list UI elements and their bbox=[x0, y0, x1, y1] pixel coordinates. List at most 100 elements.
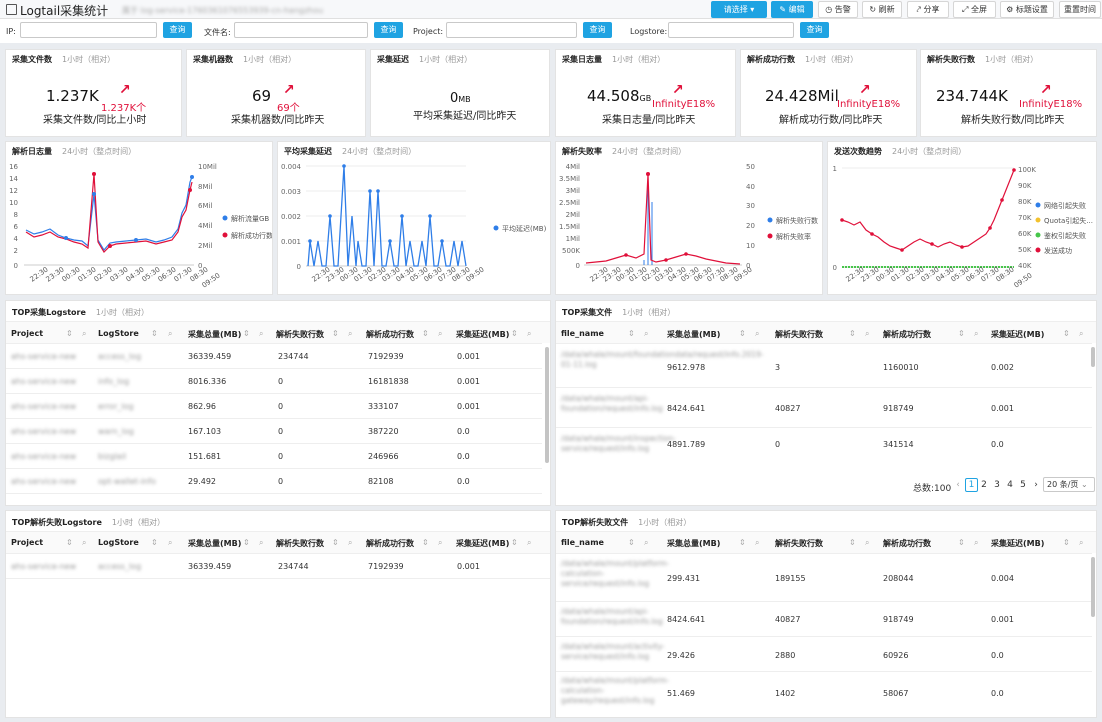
scrollbar[interactable] bbox=[545, 347, 549, 463]
table-cell: error_log bbox=[98, 402, 134, 411]
prev-page-icon[interactable]: ‹ bbox=[956, 480, 960, 490]
page-button-4[interactable]: 4 bbox=[1007, 480, 1013, 490]
filter-icon[interactable]: ⌕ bbox=[865, 538, 870, 547]
table-cell: 0 bbox=[278, 477, 284, 486]
sort-icon[interactable]: ⇕ bbox=[243, 538, 250, 547]
column-header[interactable]: file_name bbox=[561, 538, 604, 547]
filter-icon[interactable]: ⌕ bbox=[755, 538, 760, 547]
kpi-unit: MB bbox=[458, 95, 471, 104]
filter-icon[interactable]: ⌕ bbox=[168, 329, 173, 338]
filter-icon[interactable]: ⌕ bbox=[259, 538, 264, 547]
filter-icon[interactable]: ⌕ bbox=[438, 538, 443, 547]
column-header[interactable]: 解析成功行数 bbox=[883, 539, 931, 548]
filter-icon[interactable]: ⌕ bbox=[1079, 538, 1084, 547]
filter-icon[interactable]: ⌕ bbox=[755, 329, 760, 338]
project-query-button[interactable]: 查询 bbox=[583, 22, 612, 38]
alert-button[interactable]: ◷ 告警 bbox=[818, 1, 858, 18]
fullscreen-button[interactable]: ⤢ 全屏 bbox=[953, 1, 996, 18]
filter-icon[interactable]: ⌕ bbox=[974, 329, 979, 338]
filter-icon[interactable]: ⌕ bbox=[865, 329, 870, 338]
column-header[interactable]: 采集总量(MB) bbox=[188, 539, 242, 548]
scrollbar[interactable] bbox=[1091, 557, 1095, 617]
sort-icon[interactable]: ⇕ bbox=[739, 538, 746, 547]
sort-icon[interactable]: ⇕ bbox=[511, 538, 518, 547]
filter-icon[interactable]: ⌕ bbox=[168, 538, 173, 547]
filter-icon[interactable]: ⌕ bbox=[1079, 329, 1084, 338]
file-input[interactable] bbox=[234, 22, 368, 38]
column-header[interactable]: 解析失败行数 bbox=[276, 330, 324, 339]
column-header[interactable]: 解析成功行数 bbox=[366, 539, 414, 548]
sort-icon[interactable]: ⇕ bbox=[511, 329, 518, 338]
column-header[interactable]: 采集总量(MB) bbox=[667, 330, 721, 339]
table-cell: /data/whale/mount/api-foundation/request… bbox=[561, 607, 663, 626]
column-header[interactable]: 解析成功行数 bbox=[366, 330, 414, 339]
sort-icon[interactable]: ⇕ bbox=[332, 538, 339, 547]
title-settings-button[interactable]: ⚙ 标题设置 bbox=[1000, 1, 1054, 18]
column-header[interactable]: 采集总量(MB) bbox=[188, 330, 242, 339]
scrollbar[interactable] bbox=[1091, 347, 1095, 367]
sort-icon[interactable]: ⇕ bbox=[849, 329, 856, 338]
filter-icon[interactable]: ⌕ bbox=[644, 329, 649, 338]
column-header[interactable]: LogStore bbox=[98, 329, 139, 338]
column-header[interactable]: 解析成功行数 bbox=[883, 330, 931, 339]
ip-input[interactable] bbox=[20, 22, 157, 38]
sort-icon[interactable]: ⇕ bbox=[739, 329, 746, 338]
column-header[interactable]: 采集延迟(MB) bbox=[456, 539, 510, 548]
page-button-1[interactable]: 1 bbox=[965, 478, 978, 492]
filter-icon[interactable]: ⌕ bbox=[82, 329, 87, 338]
sort-icon[interactable]: ⇕ bbox=[628, 538, 635, 547]
column-header[interactable]: 解析失败行数 bbox=[276, 539, 324, 548]
reset-time-button[interactable]: 重置时间 bbox=[1059, 1, 1101, 18]
sort-icon[interactable]: ⇕ bbox=[958, 329, 965, 338]
sort-icon[interactable]: ⇕ bbox=[628, 329, 635, 338]
sort-icon[interactable]: ⇕ bbox=[1063, 538, 1070, 547]
sort-icon[interactable]: ⇕ bbox=[422, 538, 429, 547]
filter-icon[interactable]: ⌕ bbox=[644, 538, 649, 547]
axis-tick: 60K bbox=[1018, 230, 1032, 238]
filter-icon[interactable]: ⌕ bbox=[259, 329, 264, 338]
sort-icon[interactable]: ⇕ bbox=[151, 538, 158, 547]
filter-icon[interactable]: ⌕ bbox=[527, 538, 532, 547]
column-header[interactable]: file_name bbox=[561, 329, 604, 338]
sort-icon[interactable]: ⇕ bbox=[422, 329, 429, 338]
select-dropdown-button[interactable]: 请选择 ▾ bbox=[711, 1, 767, 18]
sort-icon[interactable]: ⇕ bbox=[849, 538, 856, 547]
column-header[interactable]: Project bbox=[11, 538, 44, 547]
project-input[interactable] bbox=[446, 22, 577, 38]
column-header[interactable]: Project bbox=[11, 329, 44, 338]
ip-query-button[interactable]: 查询 bbox=[163, 22, 192, 38]
column-header[interactable]: 解析失败行数 bbox=[775, 330, 823, 339]
page-button-3[interactable]: 3 bbox=[994, 480, 1000, 490]
column-header[interactable]: 采集总量(MB) bbox=[667, 539, 721, 548]
sort-icon[interactable]: ⇕ bbox=[243, 329, 250, 338]
column-header[interactable]: 采集延迟(MB) bbox=[991, 330, 1045, 339]
sort-icon[interactable]: ⇕ bbox=[66, 329, 73, 338]
filter-icon[interactable]: ⌕ bbox=[348, 329, 353, 338]
table-title-text: TOP解析失败Logstore bbox=[12, 518, 102, 527]
table-cell: 36339.459 bbox=[188, 352, 232, 361]
file-query-button[interactable]: 查询 bbox=[374, 22, 403, 38]
sort-icon[interactable]: ⇕ bbox=[66, 538, 73, 547]
page-button-5[interactable]: 5 bbox=[1020, 480, 1026, 490]
column-header[interactable]: LogStore bbox=[98, 538, 139, 547]
filter-icon[interactable]: ⌕ bbox=[82, 538, 87, 547]
filter-icon[interactable]: ⌕ bbox=[348, 538, 353, 547]
sort-icon[interactable]: ⇕ bbox=[151, 329, 158, 338]
sort-icon[interactable]: ⇕ bbox=[332, 329, 339, 338]
filter-icon[interactable]: ⌕ bbox=[527, 329, 532, 338]
page-size-select[interactable]: 20 条/页 ⌄ bbox=[1043, 477, 1095, 492]
share-button[interactable]: ⤤ 分享 bbox=[907, 1, 949, 18]
logstore-query-button[interactable]: 查询 bbox=[800, 22, 829, 38]
refresh-button[interactable]: ↻ 刷新 bbox=[862, 1, 902, 18]
logstore-input[interactable] bbox=[668, 22, 794, 38]
sort-icon[interactable]: ⇕ bbox=[1063, 329, 1070, 338]
column-header[interactable]: 采集延迟(MB) bbox=[456, 330, 510, 339]
edit-button[interactable]: ✎ 编辑 bbox=[771, 1, 813, 18]
next-page-icon[interactable]: › bbox=[1034, 480, 1038, 490]
sort-icon[interactable]: ⇕ bbox=[958, 538, 965, 547]
page-button-2[interactable]: 2 bbox=[981, 480, 987, 490]
filter-icon[interactable]: ⌕ bbox=[438, 329, 443, 338]
column-header[interactable]: 解析失败行数 bbox=[775, 539, 823, 548]
column-header[interactable]: 采集延迟(MB) bbox=[991, 539, 1045, 548]
filter-icon[interactable]: ⌕ bbox=[974, 538, 979, 547]
